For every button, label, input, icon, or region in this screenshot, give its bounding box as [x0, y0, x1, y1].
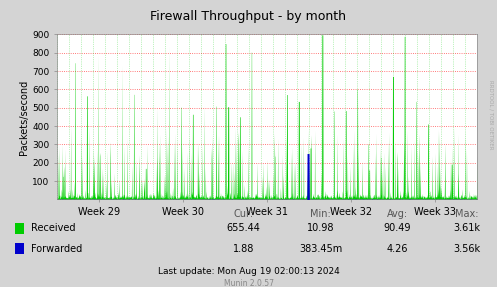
Text: 1.88: 1.88	[233, 244, 254, 253]
Text: RRDTOOL / TOBI OETIKER: RRDTOOL / TOBI OETIKER	[489, 80, 494, 150]
Text: 3.56k: 3.56k	[454, 244, 481, 253]
Text: 3.61k: 3.61k	[454, 224, 481, 233]
Text: 4.26: 4.26	[387, 244, 409, 253]
Text: Max:: Max:	[455, 209, 479, 219]
Text: Min:: Min:	[310, 209, 331, 219]
Y-axis label: Packets/second: Packets/second	[19, 79, 29, 155]
Text: Cur:: Cur:	[234, 209, 253, 219]
Text: 383.45m: 383.45m	[299, 244, 342, 253]
Text: Received: Received	[31, 224, 76, 233]
Text: Last update: Mon Aug 19 02:00:13 2024: Last update: Mon Aug 19 02:00:13 2024	[158, 267, 339, 276]
Text: 655.44: 655.44	[227, 224, 260, 233]
Text: Munin 2.0.57: Munin 2.0.57	[224, 279, 273, 287]
Text: 90.49: 90.49	[384, 224, 412, 233]
Text: Forwarded: Forwarded	[31, 244, 82, 253]
Text: Firewall Throughput - by month: Firewall Throughput - by month	[151, 10, 346, 23]
Text: 10.98: 10.98	[307, 224, 334, 233]
Text: Avg:: Avg:	[387, 209, 408, 219]
